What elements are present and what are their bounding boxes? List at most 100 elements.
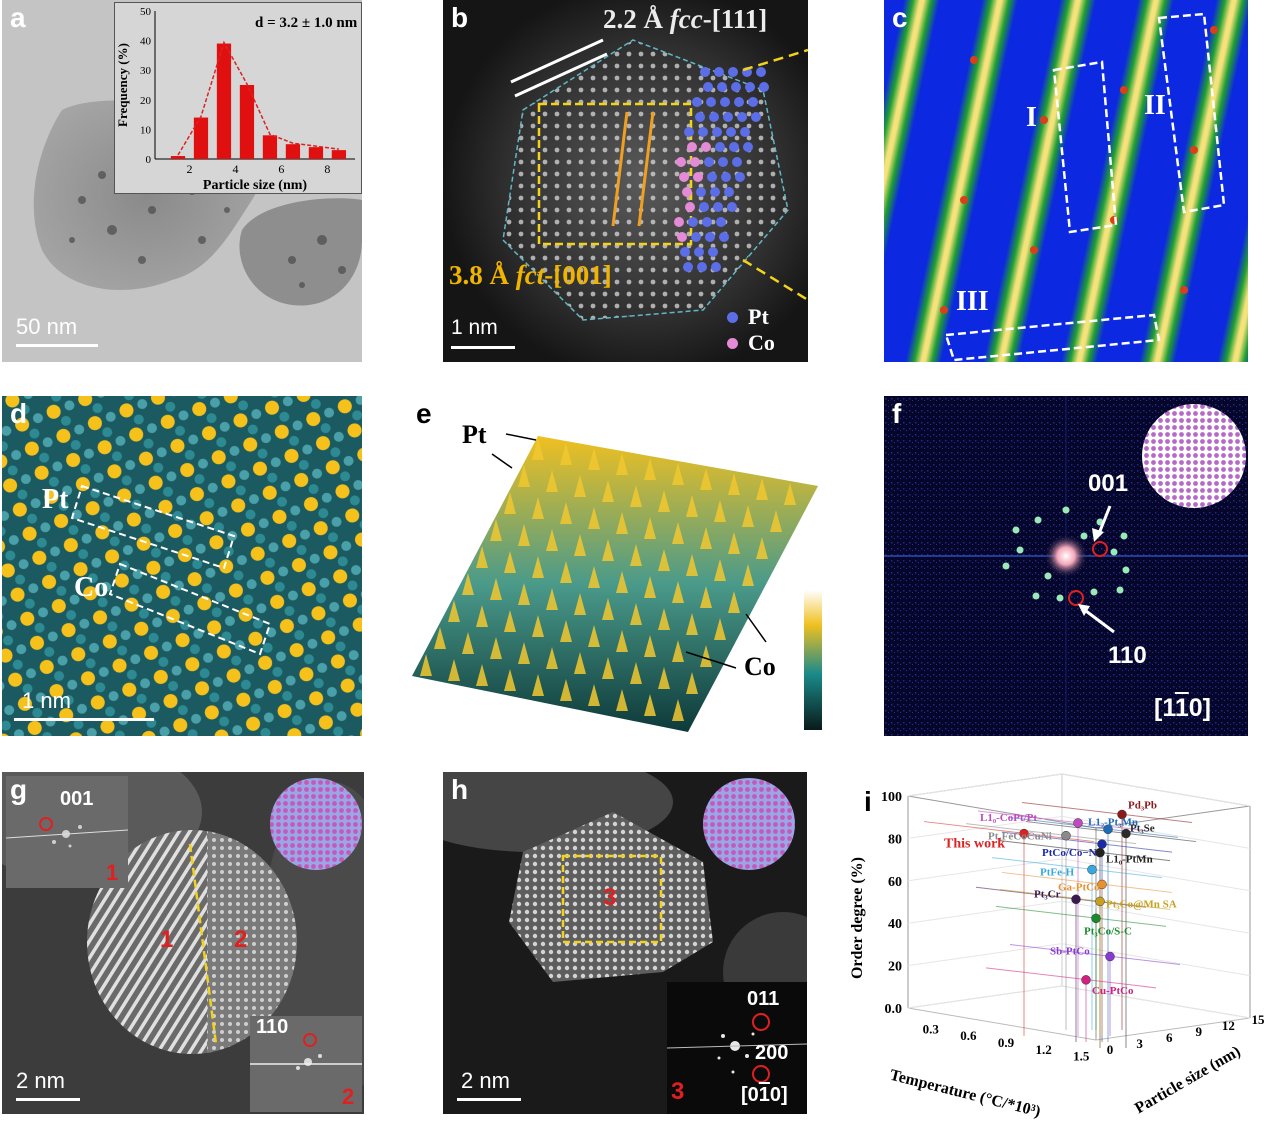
pt-atom-icon [751, 112, 761, 122]
scatter-point-label: Pt₃Co@Mn SA [1106, 898, 1177, 910]
legend-item-pt: Pt [727, 304, 775, 330]
co-atom-icon [674, 217, 684, 227]
scatter-point-label: Cu-PtCo [1092, 985, 1134, 997]
surface-peak [602, 539, 614, 561]
projection-line [1001, 831, 1173, 853]
co-atom-icon [690, 157, 700, 167]
surface-peak [756, 537, 768, 559]
scatter-point-label: Pd₃Pb [1128, 799, 1157, 811]
scatter-point [1071, 894, 1081, 905]
pt-atom-icon [759, 82, 769, 92]
surface-peak [518, 465, 530, 487]
surface-peak [462, 632, 474, 654]
diffraction-spot [1044, 572, 1052, 580]
surface-peak [686, 554, 698, 576]
pt-atom-icon [716, 217, 726, 227]
histogram-inset: 0 10 20 30 40 50 2 4 6 8 d = 3.2 ± 1.0 nm Partic… [114, 2, 362, 194]
scatter-point [1097, 839, 1107, 849]
surface-peak [504, 669, 516, 691]
histogram-ytick: 50 [140, 6, 152, 18]
surface-peak [686, 613, 698, 635]
co-atom-icon [676, 157, 686, 167]
surface-peak [490, 519, 502, 541]
fft-h-index: 3 [671, 1078, 685, 1105]
pt-atom-icon [702, 217, 712, 227]
xaxis-tick: 1.5 [1073, 1049, 1090, 1064]
zaxis-tick: 20 [888, 960, 902, 975]
histogram-ytick: 30 [140, 65, 152, 77]
spot-110-label: 110 [1108, 642, 1147, 669]
pt-atom-icon [699, 202, 709, 212]
surface-peak [490, 637, 502, 659]
surface-peak [560, 443, 572, 465]
surface-peak [420, 654, 432, 676]
pt-atom-icon [726, 127, 736, 137]
panel-b-haadf: b 2.2 Å fcc-[111] 3.8 Å fct-[001] 1 nm P… [443, 0, 808, 362]
surface-peak [714, 618, 726, 640]
surface-peak [672, 522, 684, 544]
zone-axis-f-bar: 1 [1174, 694, 1189, 722]
projection-line [1021, 801, 1193, 823]
surface-peak [630, 485, 642, 507]
diffraction-spot [1080, 532, 1088, 540]
pt-atom-icon [732, 157, 742, 167]
diffraction-spot [1002, 562, 1010, 570]
surface-peak [532, 497, 544, 519]
surface-peak [560, 620, 572, 642]
xaxis-tick: 1.2 [1035, 1042, 1051, 1057]
panel-d-atomic: d Pt Co 1 nm [2, 396, 362, 736]
pt-atom-icon [683, 262, 693, 272]
pt-atom-icon [724, 187, 734, 197]
scatter-point-label: Pt₄FeCoCuNi [988, 831, 1052, 843]
surface-peak [686, 672, 698, 694]
surface-peak [742, 564, 754, 586]
xaxis-title: Temperature (°C/*10³) [888, 1067, 1042, 1121]
surface-peak [756, 478, 768, 500]
surface-peak [560, 502, 572, 524]
surface-peak [476, 546, 488, 568]
histogram-ytick: 40 [140, 36, 152, 48]
pt-label-d: Pt [42, 484, 69, 515]
yaxis-tick: 6 [1166, 1030, 1173, 1045]
pt-atom-icon [715, 142, 725, 152]
pt-atom-icon [727, 202, 737, 212]
pt-atom-icon [709, 112, 719, 122]
histogram-ytick: 0 [146, 154, 152, 166]
yaxis-tick: 0 [1107, 1042, 1114, 1057]
region-1-label: 1 [160, 926, 174, 953]
surface-peak [658, 667, 670, 689]
pt-atom-icon [710, 187, 720, 197]
fcc-phase: fcc [669, 4, 703, 34]
fft2-index: 2 [342, 1084, 355, 1109]
histogram-bar [285, 144, 301, 159]
histogram-ylabel: Frequency (%) [115, 43, 130, 127]
zaxis-title: Order degree (%) [849, 857, 866, 979]
scatter-point-label: L1₀-CoPt/Pt [980, 812, 1037, 824]
surface-peak [532, 615, 544, 637]
surface-peak [532, 556, 544, 578]
panel-f-label: f [892, 398, 902, 429]
surface-peak [504, 551, 516, 573]
grid-line [1061, 985, 1251, 1019]
grid-line [907, 943, 1063, 967]
surface-peak [518, 524, 530, 546]
zaxis-tick: 60 [888, 875, 902, 890]
scatter-point [1081, 975, 1091, 985]
surface-peak [616, 453, 628, 475]
scale-bar-h-label: 2 nm [461, 1068, 510, 1093]
histogram-title: d = 3.2 ± 1.0 nm [255, 15, 358, 31]
diffraction-spot [1120, 532, 1128, 540]
surface-peak [588, 684, 600, 706]
projection-line [1007, 816, 1179, 838]
panel-c-label: c [892, 2, 908, 33]
scatter-point-label: PtCo/Co−N [1042, 847, 1097, 859]
pt-atom-icon [684, 127, 694, 137]
panel-i-label: i [864, 786, 872, 817]
fct-phase: fct [515, 260, 545, 290]
panel-b-label: b [451, 2, 469, 33]
surface-peak [770, 510, 782, 532]
surface-peak [700, 527, 712, 549]
co-atom-icon [677, 232, 687, 242]
yaxis-tick: 3 [1136, 1036, 1143, 1051]
panel-g-label: g [10, 774, 28, 805]
